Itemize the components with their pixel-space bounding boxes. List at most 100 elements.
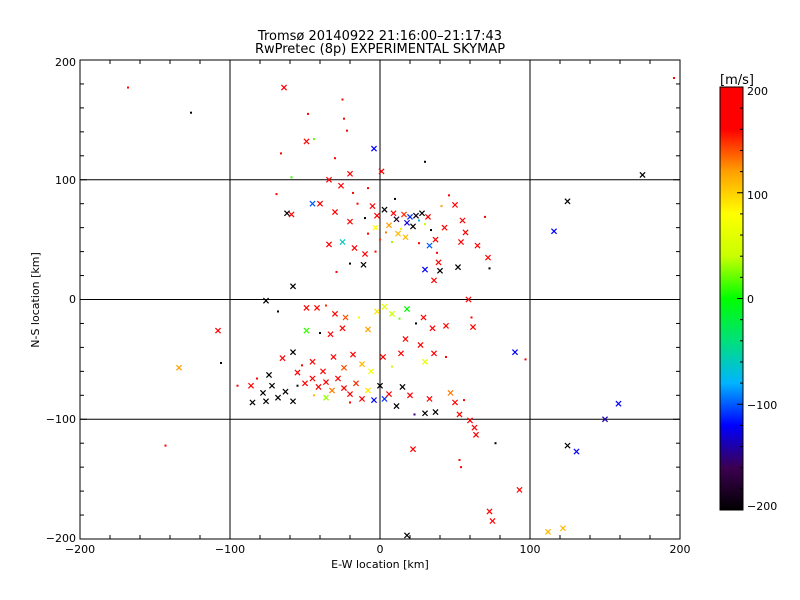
data-point-cross — [418, 210, 426, 217]
data-point-dot — [335, 270, 338, 273]
x-tick-label: 200 — [670, 543, 691, 556]
data-point-cross — [417, 341, 424, 349]
data-point-cross — [334, 375, 342, 382]
data-point-cross — [289, 398, 297, 405]
data-point-cross — [381, 206, 388, 213]
data-point-cross — [426, 395, 433, 402]
data-point-cross — [435, 259, 442, 266]
data-point-cross — [420, 314, 427, 321]
data-point-cross — [340, 364, 348, 371]
data-point-dot — [236, 384, 239, 387]
data-point-cross — [378, 168, 385, 175]
data-point-dot — [256, 377, 258, 380]
y-tick-label: 100 — [55, 174, 76, 187]
x-tick-label: −200 — [65, 543, 95, 556]
data-point-cross — [429, 325, 436, 332]
data-point-cross — [319, 368, 327, 375]
data-point-dot — [424, 223, 426, 226]
data-point-cross — [388, 310, 396, 317]
y-tick-label: 0 — [69, 293, 76, 306]
data-point-cross — [402, 335, 409, 343]
data-point-dot — [220, 361, 222, 364]
data-point-cross — [430, 277, 438, 284]
data-point-cross — [393, 216, 400, 223]
data-point-cross — [459, 217, 466, 224]
data-point-dot — [358, 316, 360, 319]
y-tick-label: −200 — [46, 532, 76, 545]
x-tick-label: 100 — [520, 543, 541, 556]
data-point-dot — [463, 399, 465, 402]
data-point-cross — [339, 238, 346, 246]
data-point-dot — [448, 194, 450, 197]
data-point-cross — [360, 261, 367, 268]
data-point-cross — [364, 387, 372, 394]
data-point-dot — [346, 129, 348, 132]
data-point-cross — [432, 409, 439, 416]
data-point-cross — [573, 448, 580, 455]
data-point-cross — [456, 411, 463, 418]
data-point-cross — [330, 353, 337, 361]
data-point-cross — [385, 222, 393, 229]
data-point-dot — [280, 152, 282, 155]
data-point-cross — [268, 382, 276, 389]
data-point-dot — [436, 251, 438, 254]
data-point-cross — [424, 213, 432, 220]
data-point-dot — [415, 322, 417, 325]
data-point-dot — [385, 231, 387, 234]
data-point-cross — [511, 349, 519, 356]
data-point-cross — [426, 242, 433, 249]
data-point-cross — [331, 209, 339, 216]
grid-lines — [79, 59, 681, 540]
data-point-cross — [372, 224, 379, 231]
data-point-cross — [309, 200, 316, 207]
colorbar-tick-label: 200 — [747, 85, 768, 98]
data-point-cross — [462, 229, 469, 236]
data-point-cross — [265, 371, 273, 378]
data-point-cross — [451, 201, 459, 208]
data-points — [127, 76, 675, 539]
data-point-cross — [331, 310, 339, 317]
data-point-cross — [369, 203, 376, 210]
data-point-cross — [309, 358, 316, 365]
data-point-cross — [315, 383, 322, 390]
data-point-cross — [364, 326, 372, 333]
data-point-cross — [421, 410, 429, 417]
chart-title: Tromsø 20140922 21:16:00–21:17:43 — [257, 29, 502, 44]
data-point-cross — [486, 508, 493, 515]
data-point-dot — [356, 202, 359, 205]
data-point-cross — [601, 416, 609, 423]
data-point-dot — [319, 332, 321, 335]
data-point-dot — [400, 227, 402, 230]
data-point-dot — [394, 197, 396, 200]
data-point-cross — [454, 264, 462, 271]
data-point-dot — [296, 384, 299, 387]
chart-subtitle: RwPretec (8p) EXPERIMENTAL SKYMAP — [255, 42, 505, 57]
data-point-cross — [421, 266, 429, 273]
data-point-cross — [361, 250, 369, 258]
data-point-cross — [564, 442, 571, 449]
y-tick-label: −100 — [46, 413, 76, 426]
data-point-cross — [339, 325, 346, 332]
x-axis-label: E-W location [km] — [331, 558, 429, 571]
data-point-cross — [301, 380, 309, 387]
plot-area — [79, 59, 681, 540]
data-point-cross — [358, 361, 366, 368]
data-point-cross — [406, 213, 414, 220]
data-point-dot — [379, 238, 381, 241]
colorbar-tick-label: 0 — [747, 293, 754, 306]
colorbar-tick-label: −100 — [747, 399, 777, 412]
data-point-dot — [418, 219, 420, 222]
data-point-cross — [457, 238, 465, 246]
data-point-dot — [313, 138, 315, 141]
data-point-dot — [349, 262, 351, 265]
colorbar-tick-label: 100 — [747, 189, 768, 202]
data-point-cross — [262, 398, 270, 405]
data-point-dot — [290, 176, 293, 179]
data-point-cross — [402, 234, 409, 241]
data-point-cross — [406, 392, 414, 399]
data-point-cross — [451, 399, 459, 406]
data-point-cross — [316, 200, 324, 207]
data-point-cross — [247, 382, 255, 389]
data-point-cross — [370, 397, 378, 404]
